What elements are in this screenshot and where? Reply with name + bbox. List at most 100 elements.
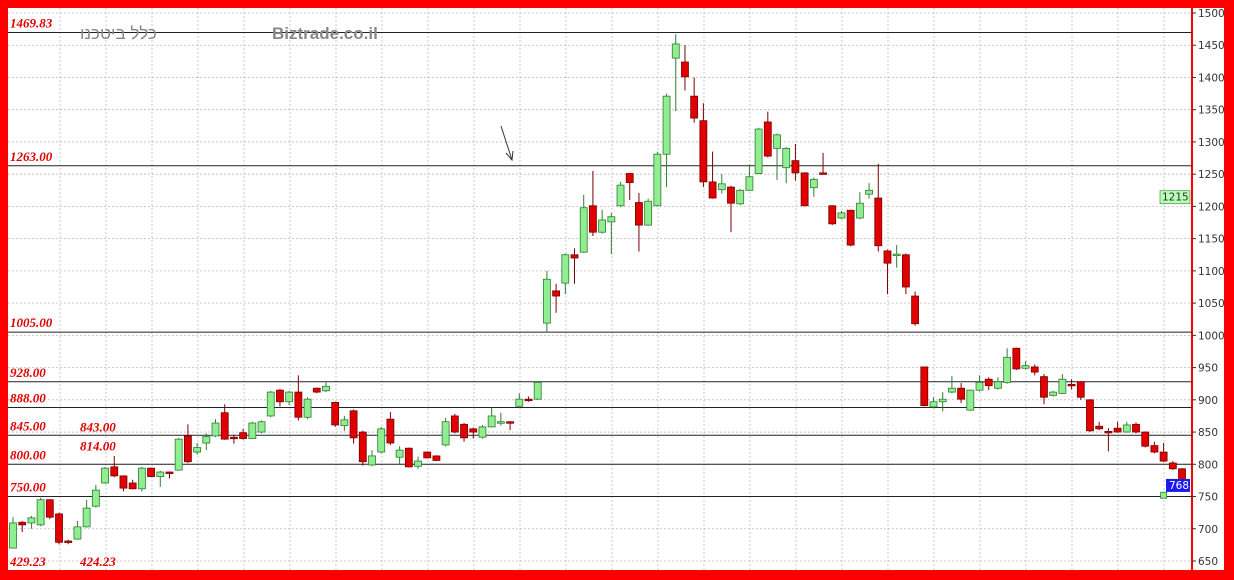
candle [1150,441,1159,454]
candle-body [874,197,883,247]
candle [128,479,137,490]
candle [837,210,846,220]
candle [469,427,478,439]
candle-body [36,499,45,526]
candle [331,401,340,427]
candle-body [533,382,542,400]
candle [36,497,45,527]
candle [524,396,533,402]
candle [1012,347,1021,371]
candle [800,172,809,207]
candle-body [340,419,349,427]
candle-body [892,253,901,257]
candle-body [1076,381,1085,398]
candle [717,174,726,194]
candle [892,245,901,268]
level-label: 424.23 [79,554,116,569]
candle-body [239,432,248,439]
candle-body [699,120,708,183]
candle-body [450,415,459,433]
candle [322,382,330,393]
level-label: 1263.00 [10,149,53,164]
candle [708,151,717,199]
candle-body [644,200,653,226]
candle-body [119,475,128,489]
watermark-name: כלל ביטכנו [80,24,157,43]
candle-body [496,421,505,424]
level-label: 429.23 [9,554,46,569]
candle-body [174,438,183,471]
candle-body [598,219,607,233]
candle-body [552,290,560,297]
current-high-label: 1215 [1162,192,1189,204]
candle [1049,390,1058,397]
candle-body [202,436,211,444]
candle-body [625,173,634,183]
candle [883,249,892,295]
candle-body [386,418,395,444]
y-tick-label: 1450 [1198,40,1225,52]
last-price-badge: 768 [1166,478,1190,492]
candle-body [865,189,873,195]
candle [1040,374,1048,405]
candle-body [248,422,257,439]
candle [911,291,919,326]
candle-body [257,421,266,433]
y-tick-label: 900 [1198,395,1218,407]
candle-body [515,398,524,407]
candle [699,103,708,188]
candle-body [791,160,800,174]
candle-body [671,43,680,59]
candle [303,397,312,420]
candle-body [846,209,855,246]
candle-body [883,250,892,264]
candle [745,164,754,191]
candle [957,383,966,404]
candle-body [1104,431,1113,434]
candle [27,515,36,529]
candle [82,499,91,528]
candle [18,521,27,532]
candle-body [782,147,791,169]
candle [147,467,155,478]
candle-body [276,389,284,403]
candle [294,375,303,421]
candle-body [524,398,533,402]
candle-body [1141,431,1150,447]
candle [1122,421,1131,433]
candle-body [220,412,229,440]
candle [1067,379,1076,390]
candle [607,212,616,255]
candle [395,446,404,465]
y-tick-label: 1250 [1198,169,1225,181]
candle [349,409,358,444]
candle [901,253,910,295]
candle-body [948,387,956,393]
y-tick-label: 1000 [1198,330,1225,342]
candle-body [1122,424,1131,433]
candle [515,393,524,408]
candle [340,415,349,431]
candle [1058,374,1067,395]
candle-body [1049,391,1058,396]
candle [1021,361,1030,370]
candle [1104,428,1113,452]
candle-body [82,507,91,528]
candle [156,470,165,487]
candle [312,387,321,394]
candle [662,93,671,188]
candle [220,404,229,440]
y-tick-label: 650 [1198,556,1218,568]
candle-body [809,178,818,189]
candle-body [1159,451,1168,462]
candle-body [432,455,441,461]
candle [230,434,238,444]
candle [1076,381,1085,400]
candle [414,456,422,469]
candle-body [579,207,588,253]
candle [276,388,284,407]
candle [846,209,855,247]
level-label: 1005.00 [10,315,53,330]
